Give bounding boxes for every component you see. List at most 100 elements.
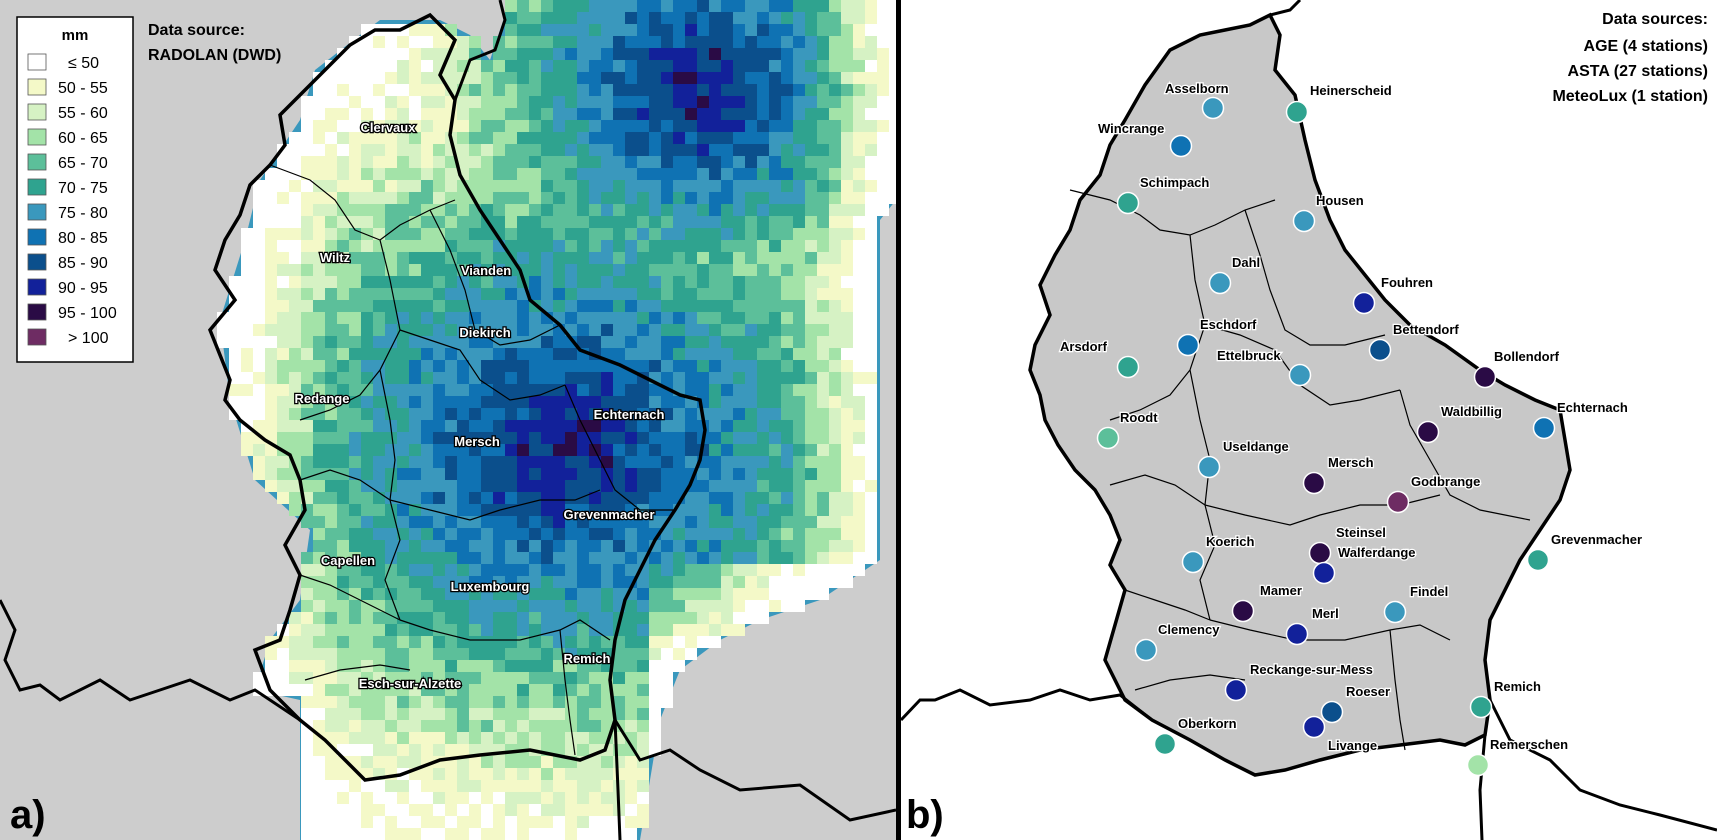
radar-cell (853, 180, 865, 192)
radar-cell (853, 504, 865, 516)
radar-cell (793, 600, 805, 612)
radar-cell (769, 372, 781, 384)
radar-cell (697, 108, 709, 120)
station-marker (1169, 134, 1193, 158)
radar-cell (229, 324, 241, 336)
radar-cell (589, 84, 601, 96)
radar-cell (565, 516, 577, 528)
radar-cell (673, 96, 685, 108)
radar-cell (637, 660, 649, 672)
radar-cell (661, 492, 673, 504)
radar-cell (541, 108, 553, 120)
station-arsdorf: Arsdorf (1059, 338, 1140, 379)
radar-cell (529, 276, 541, 288)
radar-cell (517, 768, 529, 780)
radar-cell (877, 36, 889, 48)
radar-cell (601, 636, 613, 648)
radar-cell (709, 588, 721, 600)
radar-cell (385, 84, 397, 96)
canton-boundary (399, 329, 566, 401)
radar-cell (589, 12, 601, 24)
radar-cell (409, 600, 421, 612)
radar-cell (589, 372, 601, 384)
radar-cell (301, 588, 313, 600)
radar-cell (385, 96, 397, 108)
radar-cell (673, 264, 685, 276)
radar-cell (577, 684, 589, 696)
panel-letter-a: a) (10, 793, 46, 837)
radar-cell (601, 84, 613, 96)
radar-cell (601, 12, 613, 24)
radar-cell (529, 708, 541, 720)
radar-cell (337, 120, 349, 132)
radar-cell (637, 516, 649, 528)
radar-cell (673, 216, 685, 228)
radar-cell (433, 732, 445, 744)
radar-cell (589, 96, 601, 108)
radar-cell (421, 804, 433, 816)
radar-cell (361, 132, 373, 144)
radar-cell (457, 708, 469, 720)
radar-cell (385, 432, 397, 444)
radar-cell (505, 780, 517, 792)
radar-cell (337, 480, 349, 492)
radar-cell (805, 228, 817, 240)
radar-cell (229, 384, 241, 396)
radar-cell (757, 120, 769, 132)
radar-cell (409, 708, 421, 720)
radar-cell (541, 432, 553, 444)
radar-cell (469, 276, 481, 288)
radar-cell (301, 336, 313, 348)
radar-cell (541, 60, 553, 72)
radar-cell (637, 348, 649, 360)
radar-cell (469, 744, 481, 756)
radar-cell (241, 312, 253, 324)
radar-cell (601, 276, 613, 288)
radar-cell (637, 432, 649, 444)
radar-cell (505, 216, 517, 228)
radar-cell (481, 252, 493, 264)
radar-cell (745, 96, 757, 108)
radar-cell (421, 540, 433, 552)
radar-cell (397, 828, 409, 840)
radar-cell (853, 72, 865, 84)
radar-cell (829, 396, 841, 408)
radar-cell (253, 456, 265, 468)
radar-cell (829, 36, 841, 48)
radar-cell (793, 480, 805, 492)
radar-cell (673, 408, 685, 420)
radar-cell (577, 792, 589, 804)
radar-cell (709, 228, 721, 240)
radar-cell (577, 360, 589, 372)
radar-cell (409, 552, 421, 564)
radar-cell (409, 696, 421, 708)
radar-cell (301, 672, 313, 684)
radar-cell (421, 444, 433, 456)
radar-cell (637, 720, 649, 732)
station-eschdorf: Eschdorf (1176, 316, 1258, 357)
radar-cell (409, 384, 421, 396)
radar-cell (661, 312, 673, 324)
radar-cell (709, 636, 721, 648)
radar-cell (709, 192, 721, 204)
radar-cell (349, 780, 361, 792)
canton-boundary (1399, 389, 1531, 521)
radar-cell (817, 300, 829, 312)
canton-label: Luxembourg (451, 579, 530, 594)
radar-cell (469, 456, 481, 468)
radar-cell (793, 204, 805, 216)
radar-cell (361, 360, 373, 372)
radar-cell (301, 192, 313, 204)
radar-cell (841, 444, 853, 456)
radar-cell (625, 96, 637, 108)
radar-cell (277, 672, 289, 684)
radar-cell (805, 336, 817, 348)
radar-cell (673, 660, 685, 672)
legend-swatch (27, 78, 47, 96)
radar-cell (421, 276, 433, 288)
radar-cell (853, 168, 865, 180)
radar-cell (505, 408, 517, 420)
radar-cell (589, 396, 601, 408)
radar-cell (829, 372, 841, 384)
radar-cell (481, 420, 493, 432)
